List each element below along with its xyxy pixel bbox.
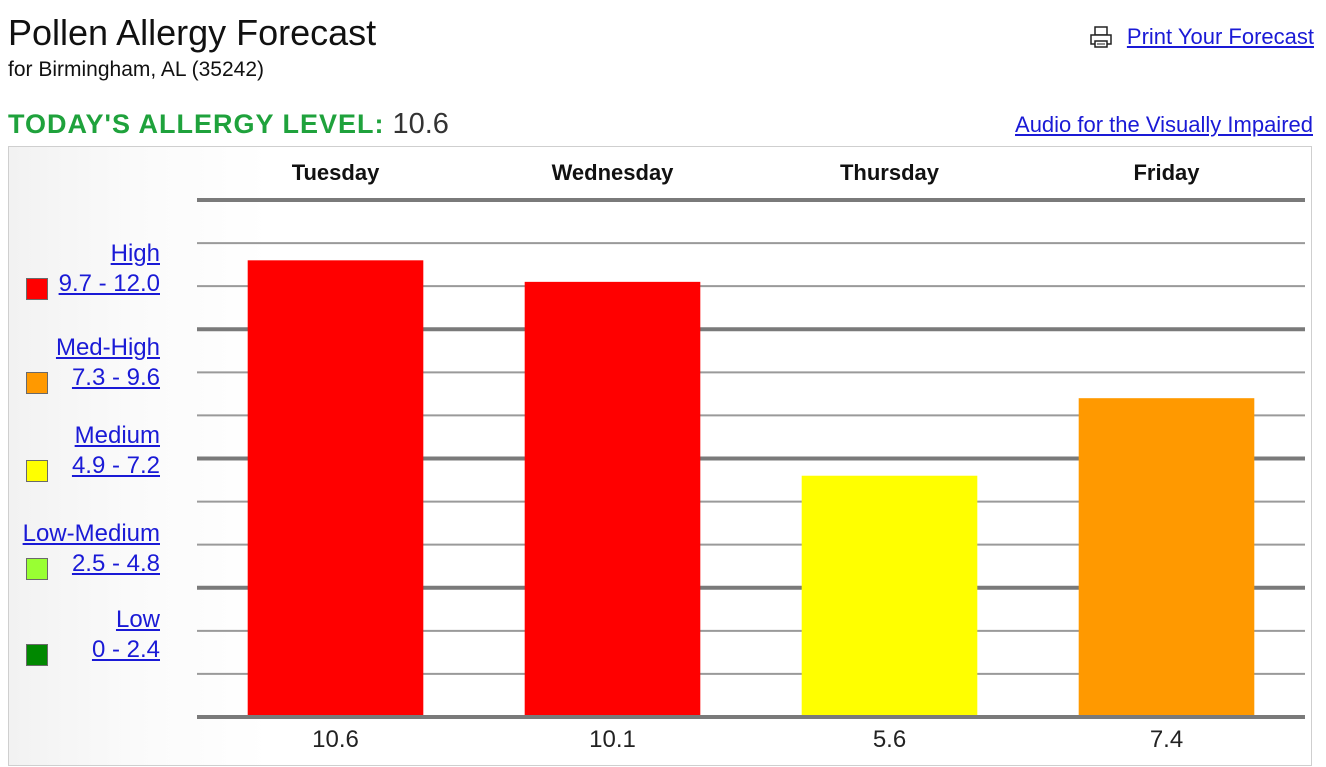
bar-thursday bbox=[801, 475, 978, 715]
legend-name[interactable]: Low bbox=[115, 606, 160, 633]
todays-level-value: 10.6 bbox=[392, 108, 449, 140]
value-label: 7.4 bbox=[1150, 726, 1183, 753]
legend-range[interactable]: 0 - 2.4 bbox=[91, 636, 160, 663]
legend-item-high: High 9.7 - 12.0 bbox=[59, 239, 160, 299]
bar-friday bbox=[1078, 398, 1255, 715]
value-label: 10.6 bbox=[312, 726, 359, 753]
category-label: Wednesday bbox=[552, 160, 675, 185]
page-title: Pollen Allergy Forecast bbox=[8, 12, 377, 53]
category-label: Tuesday bbox=[292, 160, 380, 185]
value-label: 5.6 bbox=[873, 726, 906, 753]
legend-name[interactable]: Medium bbox=[74, 422, 160, 449]
forecast-chart: Tuesday 10.6 Wednesday 10.1 Thursday 5.6 Frida… bbox=[197, 160, 1305, 753]
legend-range[interactable]: 4.9 - 7.2 bbox=[71, 452, 160, 479]
legend-swatch-low bbox=[26, 644, 48, 666]
legend-item-low-medium: Low-Medium 2.5 - 4.8 bbox=[23, 519, 160, 579]
location-subtitle: for Birmingham, AL (35242) bbox=[8, 58, 265, 81]
legend-swatch-low-medium bbox=[26, 558, 48, 580]
legend-item-medium: Medium 4.9 - 7.2 bbox=[72, 421, 160, 481]
legend-range[interactable]: 7.3 - 9.6 bbox=[71, 364, 160, 391]
legend-item-med-high: Med-High 7.3 - 9.6 bbox=[56, 333, 160, 393]
legend-swatch-high bbox=[26, 278, 48, 300]
legend-range[interactable]: 9.7 - 12.0 bbox=[58, 270, 160, 297]
printer-icon[interactable] bbox=[1089, 25, 1113, 49]
value-label: 10.1 bbox=[589, 726, 636, 753]
forecast-chart-panel: Tuesday 10.6 Wednesday 10.1 Thursday 5.6 Frida… bbox=[8, 146, 1312, 766]
legend-range[interactable]: 2.5 - 4.8 bbox=[71, 550, 160, 577]
print-forecast: Print Your Forecast bbox=[1089, 24, 1314, 50]
todays-level: TODAY'S ALLERGY LEVEL: 10.6 bbox=[8, 108, 449, 141]
legend-name[interactable]: High bbox=[110, 240, 160, 267]
category-label: Friday bbox=[1133, 160, 1200, 185]
legend-item-low: Low 0 - 2.4 bbox=[92, 605, 160, 665]
print-forecast-link[interactable]: Print Your Forecast bbox=[1126, 24, 1314, 49]
legend-swatch-med-high bbox=[26, 372, 48, 394]
bar-wednesday bbox=[524, 281, 701, 715]
bar-tuesday bbox=[247, 260, 424, 715]
audio-link[interactable]: Audio for the Visually Impaired bbox=[1015, 112, 1313, 137]
todays-level-label: TODAY'S ALLERGY LEVEL: bbox=[8, 109, 385, 139]
legend-name[interactable]: Med-High bbox=[55, 334, 160, 361]
legend-name[interactable]: Low-Medium bbox=[22, 520, 160, 547]
category-label: Thursday bbox=[840, 160, 940, 185]
legend-swatch-medium bbox=[26, 460, 48, 482]
